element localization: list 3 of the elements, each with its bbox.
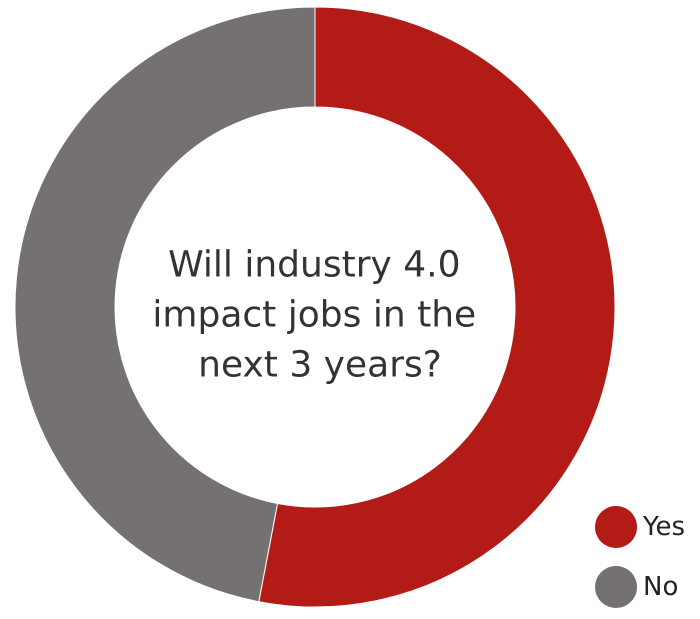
legend-label: No <box>643 572 678 602</box>
text: Will industry 4.0 impact jobs in the next 3 years? <box>152 244 488 386</box>
legend-label: Yes <box>642 512 686 542</box>
